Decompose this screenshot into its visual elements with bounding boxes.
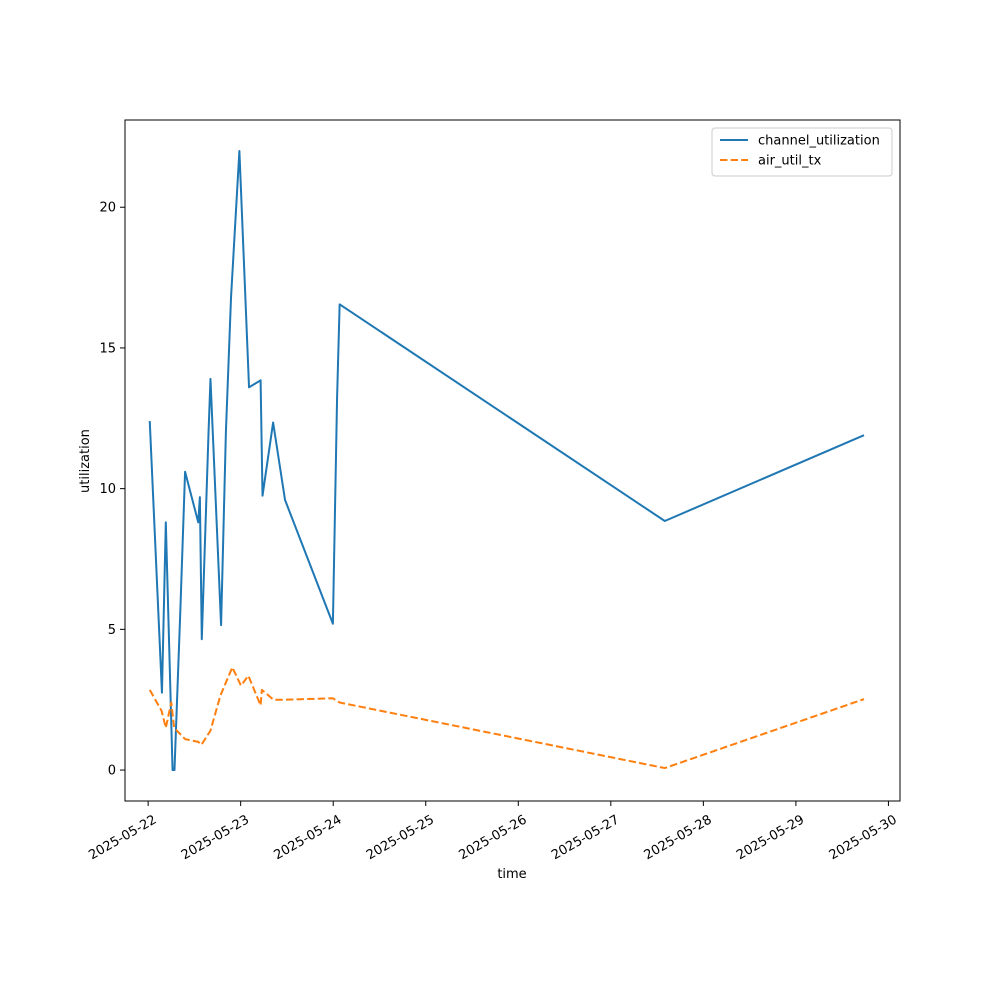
x-tick-label: 2025-05-26 [457,812,530,863]
y-axis-label: utilization [78,429,93,493]
y-tick-label: 5 [108,623,116,638]
y-tick-label: 10 [99,482,116,497]
y-tick-label: 0 [108,764,116,779]
legend-label: air_util_tx [758,154,822,169]
legend-box [711,127,893,177]
x-tick-label: 2025-05-28 [642,812,715,863]
plot-frame [124,119,901,802]
y-tick-label: 20 [99,201,116,216]
y-tick-label: 15 [99,341,116,356]
series-line-channel_utilization [148,149,865,772]
x-tick-label: 2025-05-24 [271,812,344,863]
x-tick-label: 2025-05-30 [827,812,900,863]
x-tick-label: 2025-05-23 [179,812,252,863]
x-tick-label: 2025-05-22 [86,812,159,863]
legend: channel_utilization air_util_tx [711,127,893,177]
legend-label: channel_utilization [758,134,880,149]
x-axis-label: time [497,867,526,882]
series-line-air_util_tx [148,666,865,770]
x-tick-label: 2025-05-25 [364,812,437,863]
x-axis: 2025-05-22 2025-05-23 2025-05-24 2025-05-25… [86,801,900,863]
y-axis: 0 5 10 15 20 [99,201,125,779]
plot-area [124,119,901,802]
x-tick-label: 2025-05-29 [734,812,807,863]
x-tick-label: 2025-05-27 [549,812,622,863]
